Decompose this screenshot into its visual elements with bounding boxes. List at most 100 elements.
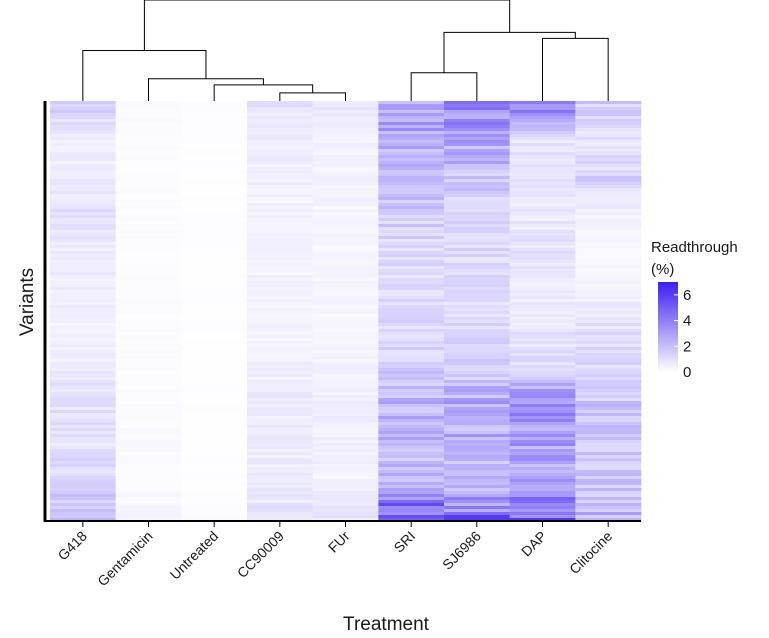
heatmap-cell-cc90009	[247, 167, 313, 171]
heatmap-cell-sj6986	[444, 155, 510, 159]
heatmap-cell-cc90009	[247, 212, 313, 216]
heatmap-cell-fur	[312, 275, 379, 279]
heatmap-cell-cc90009	[247, 101, 313, 105]
heatmap-cell-cc90009	[247, 485, 313, 489]
heatmap-cell-cc90009	[247, 359, 313, 363]
heatmap-cell-sj6986	[444, 266, 510, 270]
heatmap-cell-clitocine	[575, 365, 642, 369]
heatmap-cell-gentamicin	[115, 518, 182, 522]
heatmap-cell-gentamicin	[115, 440, 182, 444]
heatmap-cell-untreated	[181, 308, 248, 312]
heatmap-cell-untreated	[181, 383, 248, 387]
heatmap-cell-cc90009	[247, 113, 313, 117]
heatmap-cell-dap	[509, 239, 576, 243]
heatmap-cell-clitocine	[575, 491, 642, 495]
heatmap-cell-sj6986	[444, 260, 510, 264]
heatmap-cell-sj6986	[444, 248, 510, 252]
heatmap-cell-dap	[509, 185, 576, 189]
heatmap-cell-untreated	[181, 194, 248, 198]
heatmap-cell-sj6986	[444, 446, 510, 450]
heatmap-cell-gentamicin	[115, 326, 182, 330]
heatmap-cell-g418	[50, 281, 116, 285]
heatmap-cell-sj6986	[444, 347, 510, 351]
heatmap-cell-clitocine	[575, 449, 642, 453]
heatmap-cell-gentamicin	[115, 110, 182, 114]
heatmap-cell-cc90009	[247, 422, 313, 426]
heatmap-cell-clitocine	[575, 338, 642, 342]
heatmap-cell-gentamicin	[115, 416, 182, 420]
heatmap-cell-g418	[50, 104, 116, 108]
heatmap-cell-dap	[509, 299, 576, 303]
heatmap-cell-dap	[509, 482, 576, 486]
column-dendrogram	[82, 0, 609, 101]
heatmap-cell-cc90009	[247, 497, 313, 501]
heatmap-cell-clitocine	[575, 218, 642, 222]
x-axis-title: Treatment	[343, 614, 430, 635]
heatmap-cell-cc90009	[247, 197, 313, 201]
x-tick-label-clitocine: Clitocine	[566, 528, 615, 577]
heatmap-cell-sj6986	[444, 422, 510, 426]
heatmap-cell-untreated	[181, 440, 248, 444]
heatmap-cell-cc90009	[247, 455, 313, 459]
heatmap-cell-sj6986	[444, 305, 510, 309]
heatmap-cell-cc90009	[247, 518, 313, 522]
heatmap-cell-untreated	[181, 197, 248, 201]
heatmap-cell-gentamicin	[115, 506, 182, 510]
heatmap-cell-clitocine	[575, 305, 642, 309]
heatmap-cell-cc90009	[247, 281, 313, 285]
heatmap-cell-untreated	[181, 329, 248, 333]
heatmap-cell-clitocine	[575, 284, 642, 288]
heatmap-cell-g418	[50, 419, 116, 423]
heatmap-cell-cc90009	[247, 215, 313, 219]
heatmap-cell-g418	[50, 140, 116, 144]
heatmap-cell-clitocine	[575, 119, 642, 123]
heatmap-cell-sri	[378, 176, 445, 180]
heatmap-cell-untreated	[181, 155, 248, 159]
heatmap-cell-g418	[50, 224, 116, 228]
heatmap-cell-gentamicin	[115, 182, 182, 186]
heatmap-cell-dap	[509, 200, 576, 204]
heatmap-cell-dap	[509, 494, 576, 498]
heatmap-cell-cc90009	[247, 242, 313, 246]
heatmap-cell-untreated	[181, 389, 248, 393]
heatmap-cell-g418	[50, 398, 116, 402]
heatmap-cell-sj6986	[444, 425, 510, 429]
heatmap-cell-clitocine	[575, 443, 642, 447]
heatmap-cell-untreated	[181, 494, 248, 498]
heatmap-cell-gentamicin	[115, 371, 182, 375]
heatmap-cell-clitocine	[575, 329, 642, 333]
heatmap-cell-sri	[378, 269, 445, 273]
heatmap-cell-sri	[378, 185, 445, 189]
heatmap-cell-clitocine	[575, 509, 642, 513]
heatmap-cell-sj6986	[444, 476, 510, 480]
heatmap-cell-clitocine	[575, 467, 642, 471]
heatmap-cell-sj6986	[444, 320, 510, 324]
heatmap-cell-dap	[509, 332, 576, 336]
heatmap-cell-sri	[378, 380, 445, 384]
heatmap-cell-gentamicin	[115, 386, 182, 390]
heatmap-cell-g418	[50, 146, 116, 150]
heatmap-cell-fur	[312, 437, 379, 441]
heatmap-cell-clitocine	[575, 503, 642, 507]
heatmap-cell-sj6986	[444, 167, 510, 171]
heatmap-cell-gentamicin	[115, 446, 182, 450]
heatmap-cell-gentamicin	[115, 203, 182, 207]
heatmap-cell-fur	[312, 449, 379, 453]
heatmap-cell-cc90009	[247, 248, 313, 252]
heatmap-cell-dap	[509, 242, 576, 246]
heatmap-cell-sri	[378, 323, 445, 327]
heatmap-cell-clitocine	[575, 254, 642, 258]
heatmap-cell-cc90009	[247, 491, 313, 495]
heatmap-cell-sri	[378, 116, 445, 120]
heatmap-cell-gentamicin	[115, 272, 182, 276]
heatmap-cell-untreated	[181, 266, 248, 270]
heatmap-cell-cc90009	[247, 416, 313, 420]
heatmap-cell-untreated	[181, 227, 248, 231]
heatmap-cell-clitocine	[575, 122, 642, 126]
heatmap-cell-dap	[509, 335, 576, 339]
heatmap-cell-fur	[312, 137, 379, 141]
heatmap-cell-untreated	[181, 254, 248, 258]
heatmap-cell-gentamicin	[115, 407, 182, 411]
heatmap-cell-fur	[312, 446, 379, 450]
heatmap-cell-untreated	[181, 374, 248, 378]
